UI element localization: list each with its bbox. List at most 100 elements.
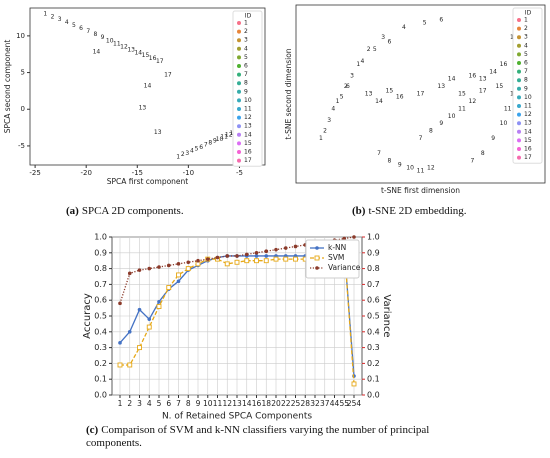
point: 10 [216,136,224,143]
marker [176,279,181,284]
x-tick-label: 37 [320,399,330,408]
legend-swatch [237,89,241,94]
point: 4 [402,24,406,31]
y-tick-label: 0.8 [94,264,107,273]
plot-frame [295,4,546,184]
marker [315,266,319,270]
marker [127,271,132,276]
legend-label: 16 [244,149,252,156]
y-tick-label: 1.0 [94,233,107,242]
y-axis-label: Accuracy [82,293,93,339]
legend-swatch [237,141,241,146]
x-tick-label: 4 [147,399,152,408]
point: 6 [199,144,203,151]
marker [157,299,161,304]
x-tick-label: 13 [232,399,242,408]
x-tick-label: 14 [242,399,252,408]
marker [157,265,161,269]
marker [235,254,239,258]
marker [254,251,259,255]
marker [215,255,220,260]
marker [156,304,162,309]
marker [263,258,269,264]
legend-label: 9 [244,88,248,95]
point: 7 [470,157,474,164]
point: 2 [181,151,185,158]
legend-label: 6 [244,63,248,70]
point: 17 [156,58,164,65]
legend-swatch [237,150,241,154]
legend-label: 3 [524,34,528,41]
y-tick-label: 0 [21,105,25,113]
point: 6 [387,39,391,46]
x-tick-label: 5 [157,399,162,408]
caption-a: (a) SPCA 2D components. [66,205,184,218]
legend-swatch [517,52,521,57]
legend-label: 16 [524,146,532,153]
marker [244,252,249,257]
legend-swatch [237,46,241,51]
point: 9 [101,34,105,41]
marker [137,307,142,312]
legend-label: 2 [524,25,528,32]
point: 9 [398,162,402,169]
legend-swatch [237,64,241,68]
legend-label: 15 [524,137,532,144]
x-tick-label: 28 [300,399,310,408]
point: 11 [458,105,466,112]
x-tick-label: 16 [252,399,262,408]
x-tick-label: 6 [166,399,171,408]
marker [352,235,356,239]
y-axis-label: t-SNE second dimension [284,48,293,139]
caption-text: SPCA 2D components. [81,205,184,217]
marker [315,246,319,250]
legend-label: 10 [244,97,252,104]
legend-swatch [517,129,521,134]
point: 6 [346,83,350,90]
legend-label: 9 [524,85,528,92]
y-tick-label: 10 [16,32,25,40]
point: 8 [481,150,485,157]
legend-swatch [517,121,521,126]
legend-label: 12 [524,111,532,118]
point: 5 [195,145,199,152]
marker [176,272,181,278]
marker [351,381,357,387]
legend-swatch [517,95,521,100]
caption-label: (b) [352,205,366,217]
point: 7 [204,142,208,149]
legend-swatch [517,86,521,91]
legend-label: 14 [524,128,532,135]
y2-tick-label: 0.3 [367,343,380,352]
y2-tick-label: 1.0 [367,233,380,242]
legend-swatch [517,78,521,83]
point: 2 [344,83,348,90]
legend-label: k-NN [328,243,346,252]
point: 3 [327,117,331,124]
marker [254,254,259,258]
x-tick-label: 11 [213,399,223,408]
point: 10 [406,165,414,172]
legend-swatch [517,147,521,151]
legend-label: 13 [244,123,252,130]
legend-swatch [237,115,241,120]
legend-label: 4 [524,42,528,49]
point: 1 [319,135,323,142]
y-tick-label: -5 [18,142,25,150]
legend-swatch [517,35,521,40]
y2-axis-label: Variance [381,294,392,337]
marker [234,259,240,265]
marker [166,263,171,268]
marker [314,255,320,261]
caption-label: (a) [66,205,79,217]
y2-tick-label: 0.5 [367,312,380,321]
marker [137,268,142,272]
marker [186,260,191,265]
x-tick-label: 25 [291,399,301,408]
point: 17 [479,88,487,95]
legend-label: 11 [524,103,532,110]
marker [342,236,347,241]
marker [264,254,269,258]
legend-label: 1 [244,20,248,27]
